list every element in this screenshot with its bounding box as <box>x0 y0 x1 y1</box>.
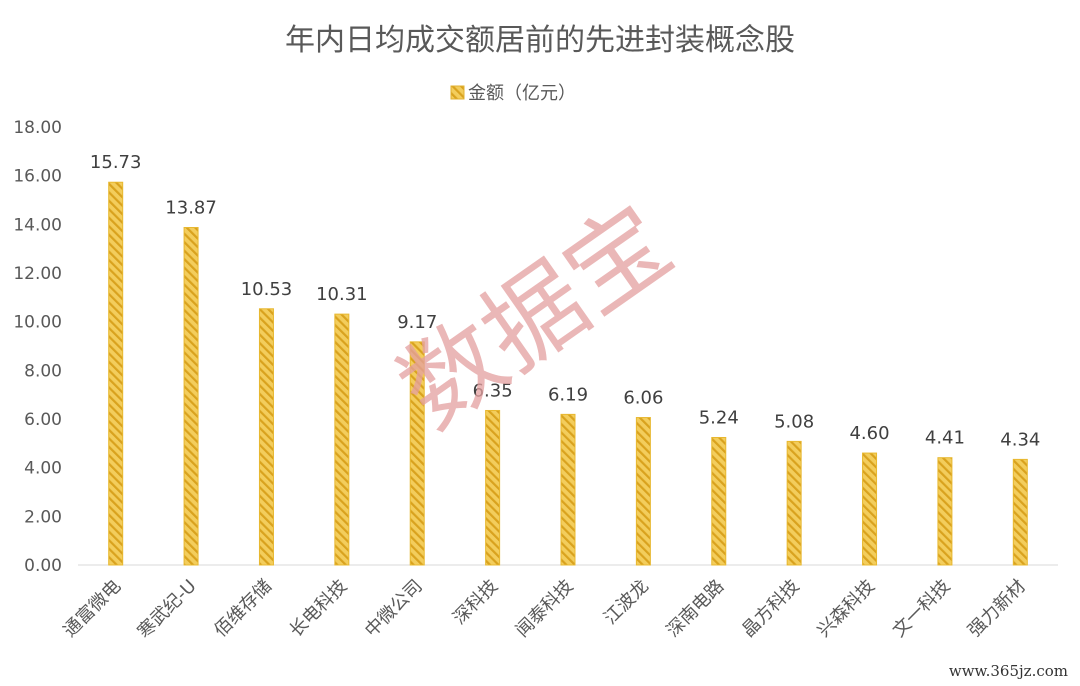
bar <box>786 440 802 566</box>
category-label: 佰维存储 <box>210 576 276 642</box>
data-label: 5.24 <box>699 407 739 428</box>
data-label: 13.87 <box>165 197 217 218</box>
bar <box>1012 458 1028 566</box>
y-tick-label: 14.00 <box>13 215 62 235</box>
category-label: 闻泰科技 <box>512 576 578 642</box>
chart-title: 年内日均成交额居前的先进封装概念股 <box>285 23 795 58</box>
y-tick-label: 6.00 <box>24 410 62 430</box>
data-label: 4.34 <box>1000 429 1040 450</box>
data-label: 6.35 <box>473 380 513 401</box>
bar <box>937 457 953 566</box>
y-tick-label: 16.00 <box>13 167 62 187</box>
category-label: 通富微电 <box>59 576 125 642</box>
y-tick-label: 0.00 <box>24 556 62 576</box>
bar <box>560 413 576 566</box>
y-tick-label: 8.00 <box>24 361 62 381</box>
data-label: 5.08 <box>774 411 814 432</box>
category-label: 深科技 <box>449 576 502 629</box>
bar <box>183 226 199 566</box>
bar <box>711 436 727 566</box>
category-labels: 通富微电 寒武纪-U 佰维存储 长电科技 中微公司 深科技 闻泰科技 江波龙 深南电路 晶方科技兴… <box>59 576 1029 643</box>
bar <box>108 181 124 566</box>
category-label: 长电科技 <box>286 576 352 642</box>
bar <box>334 313 350 566</box>
category-label: 强力新材 <box>964 576 1030 642</box>
y-tick-label: 2.00 <box>24 507 62 527</box>
data-label: 4.41 <box>925 428 965 449</box>
category-label: 深南电路 <box>663 576 729 642</box>
category-label: 江波龙 <box>600 576 653 629</box>
data-label: 6.06 <box>623 388 663 409</box>
y-axis-ticks: 0.00 2.00 4.00 6.00 8.00 10.00 12.00 14.00 16.00… <box>13 118 62 576</box>
bars <box>108 181 1028 566</box>
category-label: 中微公司 <box>361 576 427 642</box>
bar <box>862 452 878 566</box>
bar <box>635 417 651 566</box>
legend: 金额（亿元） <box>450 83 576 104</box>
data-label: 10.31 <box>316 284 368 305</box>
category-label: 兴森科技 <box>813 576 879 642</box>
category-label: 寒武纪-U <box>134 576 201 643</box>
category-label: 文一科技 <box>889 576 955 642</box>
y-tick-label: 12.00 <box>13 264 62 284</box>
data-label: 6.19 <box>548 384 588 405</box>
y-tick-label: 18.00 <box>13 118 62 138</box>
category-label: 晶方科技 <box>738 576 804 642</box>
legend-label: 金额（亿元） <box>468 83 576 104</box>
data-label: 10.53 <box>241 279 293 300</box>
y-tick-label: 4.00 <box>24 459 62 479</box>
site-label: www.365jz.com <box>949 662 1068 680</box>
bar <box>409 341 425 566</box>
data-labels: 15.73 13.87 10.53 10.31 9.17 6.35 6.19 6.06 5.24… <box>90 152 1040 450</box>
bar <box>485 409 501 566</box>
data-label: 15.73 <box>90 152 142 173</box>
y-tick-label: 10.00 <box>13 313 62 333</box>
data-label: 4.60 <box>849 423 889 444</box>
bar <box>258 308 274 566</box>
data-label: 9.17 <box>397 312 437 333</box>
legend-swatch <box>450 85 465 100</box>
